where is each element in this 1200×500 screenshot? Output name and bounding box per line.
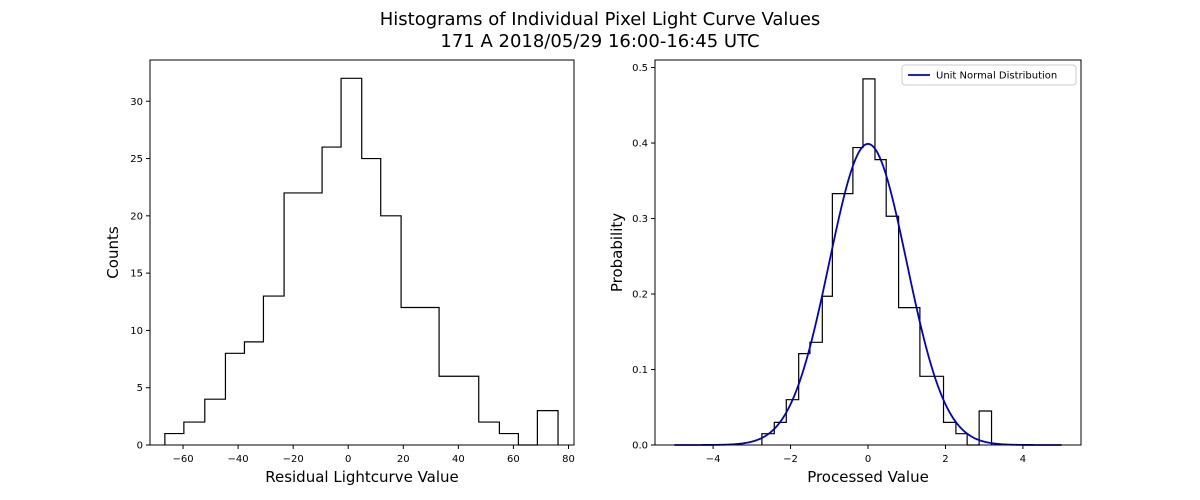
processed-bin-0 [762,434,774,445]
processed-xtick-label: 4 [1020,454,1026,465]
residual-bin-17 [499,434,518,445]
processed-xlabel: Processed Value [807,468,929,486]
residual-bin-3 [225,353,244,445]
processed-ylabel: Probability [608,213,626,292]
processed-bin-11 [899,308,920,445]
processed-axes-frame [654,59,1082,446]
residual-bin-19 [537,411,558,445]
processed-bin-7 [853,148,863,445]
residual-bin-16 [479,422,500,445]
processed-ytick-label: 0.4 [632,139,648,150]
residual-xtick-label: 80 [562,454,575,465]
residual-histogram-panel: −60 −40 −20 0 20 40 60 80 0 5 10 15 20 25 30 Residual L… [104,59,575,486]
unit-normal-curve [674,142,1062,446]
residual-bin-13 [420,308,439,446]
processed-bin-13 [944,422,956,445]
processed-xtick-label: 2 [942,454,948,465]
processed-xtick-label: −2 [783,454,798,465]
residual-bin-7 [303,193,322,445]
residual-ytick-label: 30 [130,97,143,108]
processed-xtick-label: −4 [706,454,721,465]
residual-xtick-label: −40 [228,454,249,465]
residual-bin-4 [244,342,263,445]
processed-bin-14 [956,434,967,445]
processed-ytick-label: 0.5 [632,63,648,74]
residual-xlabel: Residual Lightcurve Value [265,468,459,486]
residual-ytick-label: 15 [130,269,143,280]
residual-bin-2 [205,399,226,445]
processed-ytick-label: 0.0 [632,441,648,452]
figure-title: Histograms of Individual Pixel Light Cur… [380,9,821,30]
legend-entry: Unit Normal Distribution [936,71,1057,82]
residual-ytick-label: 20 [130,211,143,222]
residual-axes-frame [149,59,575,446]
processed-bin-4 [810,342,822,445]
processed-bin-9 [875,160,886,445]
residual-ytick-label: 25 [130,154,143,165]
residual-ytick-label: 0 [137,441,143,452]
legend: Unit Normal Distribution [901,64,1077,86]
residual-xtick-label: −20 [283,454,304,465]
residual-bin-0 [165,434,184,445]
residual-bin-14 [439,376,460,445]
residual-bin-15 [460,376,479,445]
residual-histogram-step [164,77,559,446]
residual-bin-11 [381,216,401,445]
residual-bin-10 [362,159,381,445]
residual-bin-1 [184,422,205,445]
residual-ytick-label: 10 [130,326,143,337]
processed-bin-12 [920,376,944,445]
legend-box [901,64,1077,86]
processed-bin-10 [886,216,898,445]
processed-ytick-label: 0.2 [632,290,648,301]
processed-bin-2 [786,400,798,445]
residual-xtick-label: 60 [507,454,520,465]
processed-bin-8 [863,79,875,445]
residual-bin-6 [284,193,303,445]
residual-xtick-label: 20 [397,454,410,465]
processed-bin-5 [822,296,832,445]
residual-xtick-label: 0 [345,454,351,465]
processed-ytick-label: 0.3 [632,214,648,225]
residual-ylabel: Counts [104,226,122,279]
residual-xtick-label: −60 [172,454,193,465]
residual-ytick-label: 5 [137,383,143,394]
residual-bin-5 [263,296,284,445]
processed-histogram-step [761,78,993,446]
residual-bin-9 [341,78,362,445]
residual-bin-8 [322,147,341,445]
processed-histogram-panel: −4 −2 0 2 4 0.0 0.1 0.2 0.3 0.4 0.5 Processed Value… [608,59,1082,486]
residual-bin-12 [401,308,420,446]
residual-xtick-label: 40 [452,454,465,465]
processed-ytick-label: 0.1 [632,365,648,376]
figure-subtitle: 171 A 2018/05/29 16:00-16:45 UTC [440,31,759,52]
processed-xtick-label: 0 [865,454,871,465]
